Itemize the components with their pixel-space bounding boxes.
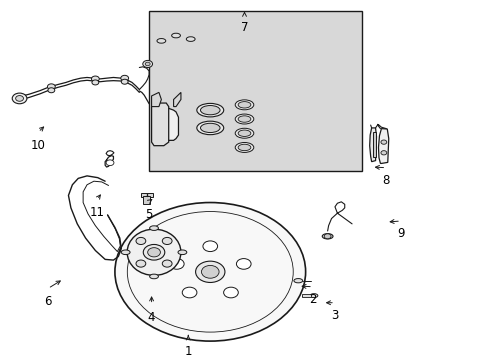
Circle shape — [136, 260, 145, 267]
Circle shape — [48, 88, 55, 93]
Text: 2: 2 — [308, 293, 316, 306]
Ellipse shape — [238, 144, 250, 150]
Bar — [149, 11, 361, 171]
Circle shape — [162, 260, 172, 267]
Circle shape — [201, 265, 219, 278]
Ellipse shape — [200, 105, 220, 115]
Ellipse shape — [149, 226, 158, 230]
Circle shape — [169, 258, 184, 269]
Text: 1: 1 — [184, 345, 192, 357]
Circle shape — [182, 287, 197, 298]
Text: 9: 9 — [396, 228, 404, 240]
Circle shape — [203, 241, 217, 252]
Ellipse shape — [186, 37, 195, 41]
Ellipse shape — [196, 121, 223, 135]
Circle shape — [121, 79, 128, 84]
Circle shape — [106, 160, 114, 166]
Circle shape — [121, 75, 128, 81]
Polygon shape — [154, 108, 178, 140]
Text: 7: 7 — [240, 21, 248, 34]
Circle shape — [147, 248, 160, 257]
Text: 8: 8 — [382, 174, 389, 187]
Polygon shape — [378, 129, 388, 163]
Ellipse shape — [200, 123, 220, 132]
Ellipse shape — [238, 116, 250, 122]
Text: 3: 3 — [330, 309, 338, 322]
Polygon shape — [173, 93, 181, 107]
Ellipse shape — [178, 250, 186, 255]
Circle shape — [115, 203, 305, 341]
Circle shape — [16, 96, 23, 101]
Ellipse shape — [293, 279, 302, 283]
Text: 11: 11 — [89, 206, 104, 219]
Circle shape — [380, 150, 386, 155]
Ellipse shape — [238, 102, 250, 108]
Text: 10: 10 — [31, 139, 45, 152]
Circle shape — [195, 261, 224, 283]
Circle shape — [91, 76, 99, 82]
Ellipse shape — [309, 294, 317, 298]
Circle shape — [223, 287, 238, 298]
Bar — [302, 294, 310, 297]
Ellipse shape — [238, 130, 250, 136]
Bar — [141, 193, 152, 197]
Circle shape — [136, 237, 145, 244]
Ellipse shape — [149, 274, 158, 279]
Circle shape — [47, 84, 55, 90]
Circle shape — [324, 234, 330, 239]
Circle shape — [92, 80, 99, 85]
Ellipse shape — [157, 39, 165, 43]
Polygon shape — [369, 128, 376, 162]
Polygon shape — [372, 132, 375, 157]
Bar — [143, 197, 150, 204]
Circle shape — [142, 60, 152, 68]
Ellipse shape — [235, 128, 253, 138]
Ellipse shape — [235, 143, 253, 152]
Polygon shape — [151, 93, 161, 107]
Circle shape — [12, 93, 27, 104]
Text: 4: 4 — [147, 311, 155, 324]
Circle shape — [162, 237, 172, 244]
Ellipse shape — [322, 234, 332, 239]
Circle shape — [143, 244, 164, 260]
Ellipse shape — [127, 229, 181, 275]
Text: 6: 6 — [44, 295, 52, 308]
Ellipse shape — [235, 114, 253, 124]
Circle shape — [145, 62, 150, 66]
Ellipse shape — [196, 103, 223, 117]
Circle shape — [380, 140, 386, 144]
Ellipse shape — [235, 100, 253, 110]
Polygon shape — [151, 103, 168, 146]
Circle shape — [236, 258, 250, 269]
Ellipse shape — [171, 33, 180, 38]
Ellipse shape — [121, 250, 130, 255]
Text: 5: 5 — [145, 208, 153, 221]
